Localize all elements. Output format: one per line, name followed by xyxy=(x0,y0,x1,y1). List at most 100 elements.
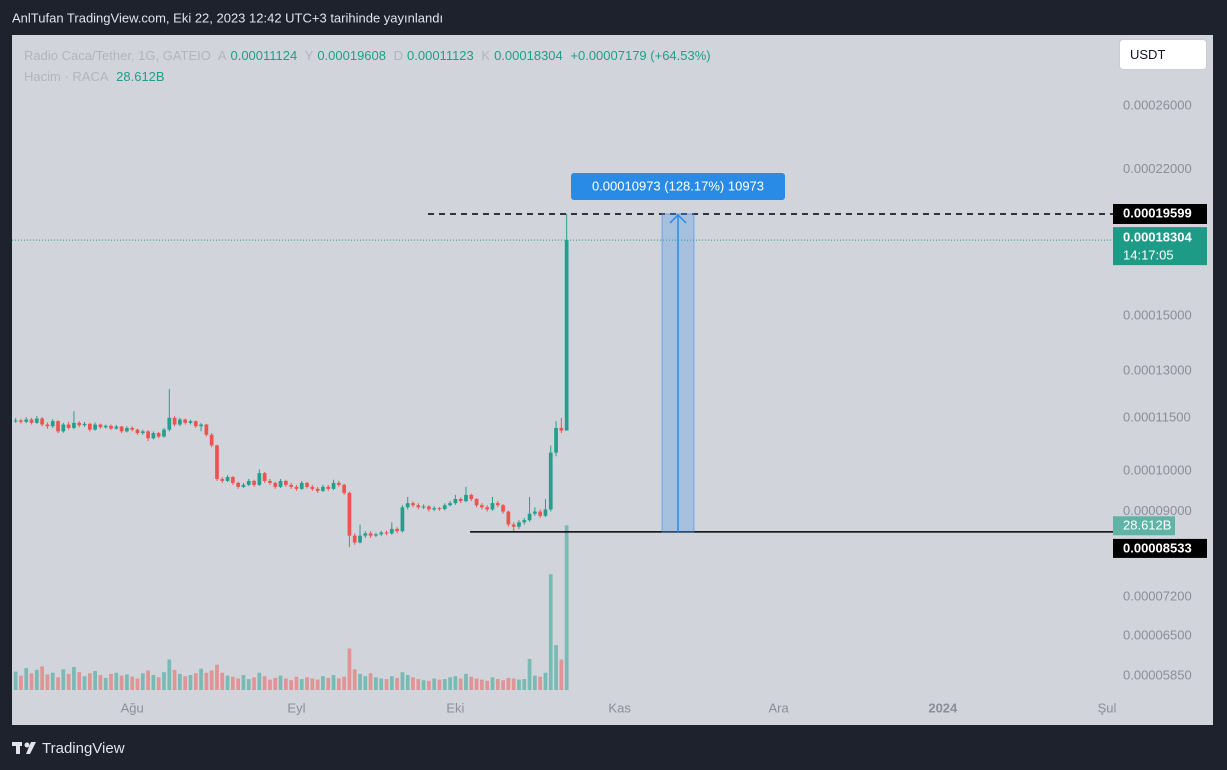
candle-body xyxy=(527,513,532,521)
change: +0.00007179 (+64.53%) xyxy=(570,48,711,63)
candle-body xyxy=(506,511,511,525)
volume-bar xyxy=(125,674,129,690)
volume-bar xyxy=(93,671,97,690)
volume-bar xyxy=(368,673,373,690)
volume-bar xyxy=(66,673,71,690)
volume-bar xyxy=(342,676,346,690)
x-tick-label: Şul xyxy=(1098,700,1117,715)
volume-label-box xyxy=(1113,516,1175,536)
label: D xyxy=(393,48,404,63)
candle-body xyxy=(421,506,426,508)
candle-body xyxy=(517,522,521,527)
volume-bar xyxy=(257,672,262,690)
candle-body xyxy=(474,499,479,506)
volume-value: 28.612B xyxy=(116,69,165,84)
candle-body xyxy=(495,503,500,506)
y-tick-label: 0.00022000 xyxy=(1123,161,1192,176)
volume-bar xyxy=(501,680,505,690)
countdown: 14:17:05 xyxy=(1123,248,1174,263)
label: K xyxy=(481,48,491,63)
volume-bar xyxy=(109,673,113,690)
candle-body xyxy=(252,480,256,485)
x-tick-label: Eki xyxy=(446,700,464,715)
volume-bar xyxy=(421,680,426,690)
candle-body xyxy=(358,535,362,543)
volume-bar xyxy=(183,676,188,690)
candle-body xyxy=(29,419,34,423)
volume-bar xyxy=(427,680,431,690)
volume-bar xyxy=(273,677,278,690)
brand: TradingView xyxy=(42,740,125,757)
volume-bar xyxy=(522,679,527,690)
candle-body xyxy=(564,240,569,431)
y-tick-label: 0.00009000 xyxy=(1123,503,1192,518)
volume-bar xyxy=(103,677,108,690)
volume-bar xyxy=(61,669,66,690)
candle-body xyxy=(82,423,87,426)
high-label: 0.00019599 xyxy=(1123,205,1192,220)
y-tick-label: 0.00006500 xyxy=(1123,627,1192,642)
measure-label: 0.00010973 (128.17%) 10973 xyxy=(592,178,764,193)
volume-bar xyxy=(448,677,452,690)
candle-body xyxy=(374,534,378,536)
candle-body xyxy=(368,533,373,536)
y-tick-label: 0.00010000 xyxy=(1123,463,1192,478)
volume-bar xyxy=(220,672,225,690)
volume-bar xyxy=(352,669,357,690)
candle-body xyxy=(231,477,235,483)
volume-bar xyxy=(199,668,203,690)
volume-bar xyxy=(87,673,92,690)
high-label-box xyxy=(1113,203,1207,224)
volume-bar xyxy=(225,675,230,690)
candle-body xyxy=(193,421,198,427)
candle-body xyxy=(241,484,246,487)
volume-label: 28.612B xyxy=(1123,518,1171,533)
candle-body xyxy=(125,427,129,432)
volume-bar xyxy=(34,669,39,690)
currency-button[interactable]: USDT xyxy=(1119,39,1207,70)
candle-body xyxy=(172,417,177,425)
volume-bar xyxy=(193,673,198,690)
volume-bar xyxy=(326,677,331,690)
volume-bar xyxy=(538,676,543,690)
candle-body xyxy=(114,426,119,429)
candle-body xyxy=(342,484,346,493)
y-tick-label: 0.00026000 xyxy=(1123,97,1192,112)
volume-bar xyxy=(268,679,272,690)
volume-bar xyxy=(548,574,553,690)
candle-body xyxy=(188,421,193,423)
volume-bar xyxy=(252,677,256,690)
volume-bar xyxy=(56,677,60,690)
y-tick-label: 0.00015000 xyxy=(1123,308,1192,323)
candle-body xyxy=(225,477,230,481)
measure-arrowhead xyxy=(669,213,687,224)
volume-bar xyxy=(40,666,44,690)
candle-body xyxy=(559,427,564,431)
candle-body xyxy=(411,503,415,506)
volume-bar xyxy=(77,672,82,690)
volume-bar xyxy=(416,679,421,690)
volume-bar xyxy=(204,672,209,690)
volume-bar xyxy=(262,676,267,690)
volume-bar xyxy=(98,675,103,690)
low-label-box xyxy=(1113,538,1207,558)
last-price-label: 0.00018304 xyxy=(1123,230,1192,245)
volume-bar xyxy=(188,675,193,690)
y-tick-label: 0.00013000 xyxy=(1123,362,1192,377)
volume-bar xyxy=(299,679,304,690)
candle-body xyxy=(13,420,18,422)
candle-body xyxy=(448,503,452,506)
value: 0.00011124 xyxy=(230,48,298,63)
candle-body xyxy=(72,422,76,428)
candle-body xyxy=(146,431,150,439)
last-price-box xyxy=(1113,227,1207,266)
candle-body xyxy=(34,418,39,423)
volume-bar xyxy=(231,676,235,690)
volume-bar xyxy=(278,675,283,690)
candle-body xyxy=(278,480,283,487)
candle-body xyxy=(511,524,516,527)
candle-body xyxy=(98,424,103,428)
y-tick-label: 0.00011500 xyxy=(1123,409,1191,424)
volume-bar xyxy=(554,645,558,690)
volume-bar xyxy=(453,676,458,690)
